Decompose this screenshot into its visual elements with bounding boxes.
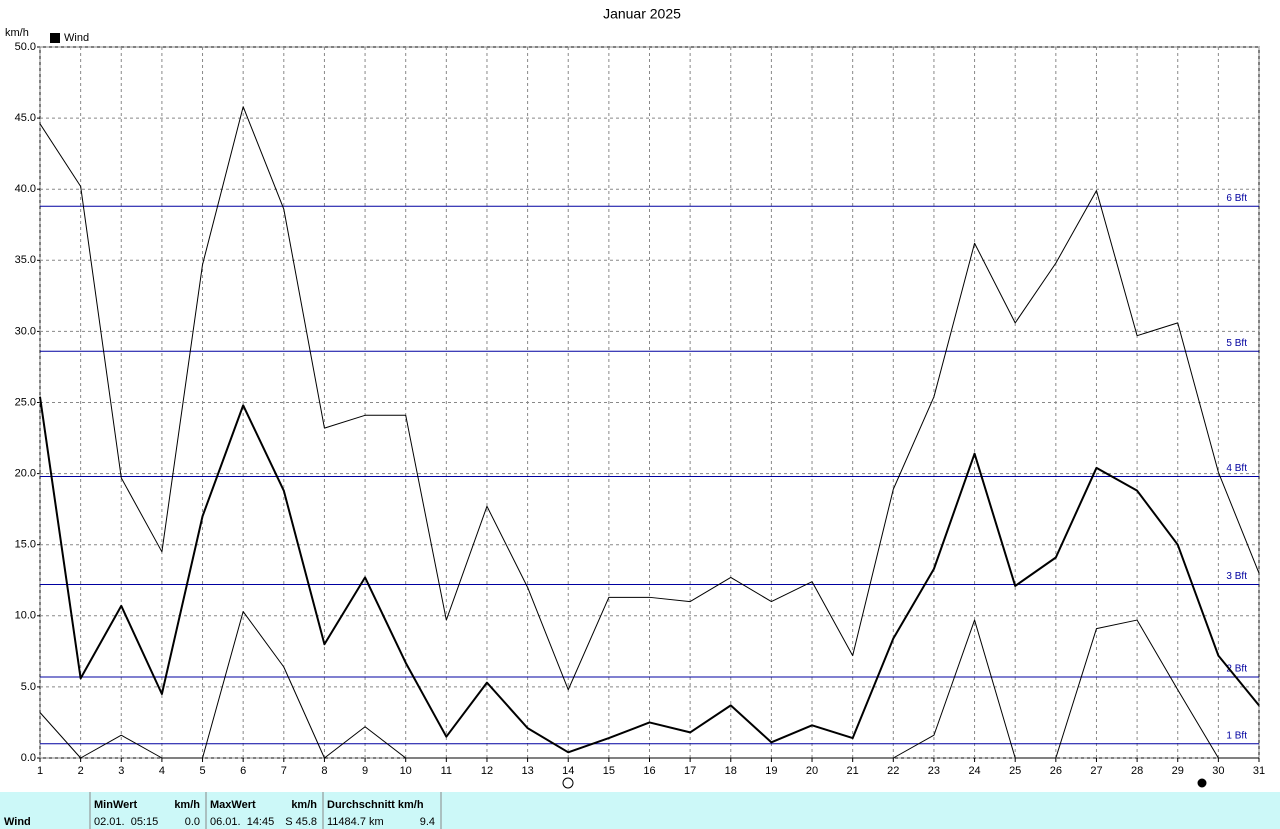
full-moon-icon	[562, 777, 574, 789]
summary-row-label: Wind	[4, 816, 31, 828]
summary-header: MinWert	[94, 799, 138, 811]
x-tick-label: 6	[240, 765, 246, 777]
summary-background	[0, 792, 1280, 829]
x-tick-label: 18	[725, 765, 737, 777]
x-tick-label: 10	[400, 765, 412, 777]
summary-right: 9.4	[420, 816, 435, 828]
x-tick-label: 9	[362, 765, 368, 777]
summary-right: S 45.8	[285, 816, 317, 828]
summary-left: 02.01. 05:15	[94, 816, 158, 828]
y-tick-label: 50.0	[15, 41, 36, 53]
x-tick-label: 23	[928, 765, 940, 777]
x-tick-label: 15	[603, 765, 615, 777]
y-tick-label: 45.0	[15, 112, 36, 124]
new-moon-icon	[1197, 778, 1207, 788]
summary-header: MaxWert	[210, 799, 256, 811]
y-tick-label: 20.0	[15, 468, 36, 480]
x-tick-label: 7	[281, 765, 287, 777]
summary-unit: km/h	[174, 799, 200, 811]
x-tick-label: 30	[1212, 765, 1224, 777]
y-tick-label: 40.0	[15, 183, 36, 195]
x-tick-label: 19	[765, 765, 777, 777]
series-line	[39, 106, 1260, 691]
y-tick-label: 5.0	[21, 681, 36, 693]
x-tick-label: 8	[321, 765, 327, 777]
x-tick-label: 12	[481, 765, 493, 777]
legend-label: Wind	[64, 32, 89, 44]
x-tick-label: 25	[1009, 765, 1021, 777]
y-tick-label: 30.0	[15, 325, 36, 337]
x-tick-label: 17	[684, 765, 696, 777]
x-tick-label: 4	[159, 765, 165, 777]
x-tick-label: 26	[1050, 765, 1062, 777]
series-line	[39, 396, 1260, 754]
y-tick-label: 25.0	[15, 396, 36, 408]
x-tick-label: 16	[643, 765, 655, 777]
x-tick-label: 13	[521, 765, 533, 777]
x-tick-label: 11	[441, 765, 452, 777]
summary-unit: km/h	[291, 799, 317, 811]
beaufort-label: 2 Bft	[1226, 664, 1247, 675]
x-tick-label: 21	[847, 765, 859, 777]
beaufort-label: 6 Bft	[1226, 193, 1247, 204]
y-tick-label: 0.0	[21, 752, 36, 764]
x-tick-label: 5	[199, 765, 205, 777]
x-tick-label: 1	[37, 765, 43, 777]
x-tick-label: 3	[118, 765, 124, 777]
summary-left: 11484.7 km	[327, 816, 384, 828]
beaufort-label: 3 Bft	[1226, 571, 1247, 582]
y-tick-label: 10.0	[15, 610, 36, 622]
y-tick-label: 15.0	[15, 539, 36, 551]
summary-header: Durchschnitt km/h	[327, 799, 424, 811]
legend-swatch	[50, 33, 60, 43]
chart-title: Januar 2025	[603, 6, 681, 22]
beaufort-label: 5 Bft	[1226, 338, 1247, 349]
x-tick-label: 29	[1172, 765, 1184, 777]
summary-right: 0.0	[185, 816, 200, 828]
x-tick-label: 14	[562, 765, 574, 777]
beaufort-label: 1 Bft	[1226, 730, 1247, 741]
y-axis-label: km/h	[5, 27, 29, 39]
beaufort-label: 4 Bft	[1226, 463, 1247, 474]
x-tick-label: 22	[887, 765, 899, 777]
x-tick-label: 31	[1253, 765, 1265, 777]
x-tick-label: 24	[968, 765, 980, 777]
x-tick-label: 27	[1090, 765, 1102, 777]
y-tick-label: 35.0	[15, 254, 36, 266]
x-tick-label: 2	[78, 765, 84, 777]
summary-left: 06.01. 14:45	[210, 816, 274, 828]
x-tick-label: 20	[806, 765, 818, 777]
series-line	[39, 611, 1259, 759]
x-tick-label: 28	[1131, 765, 1143, 777]
